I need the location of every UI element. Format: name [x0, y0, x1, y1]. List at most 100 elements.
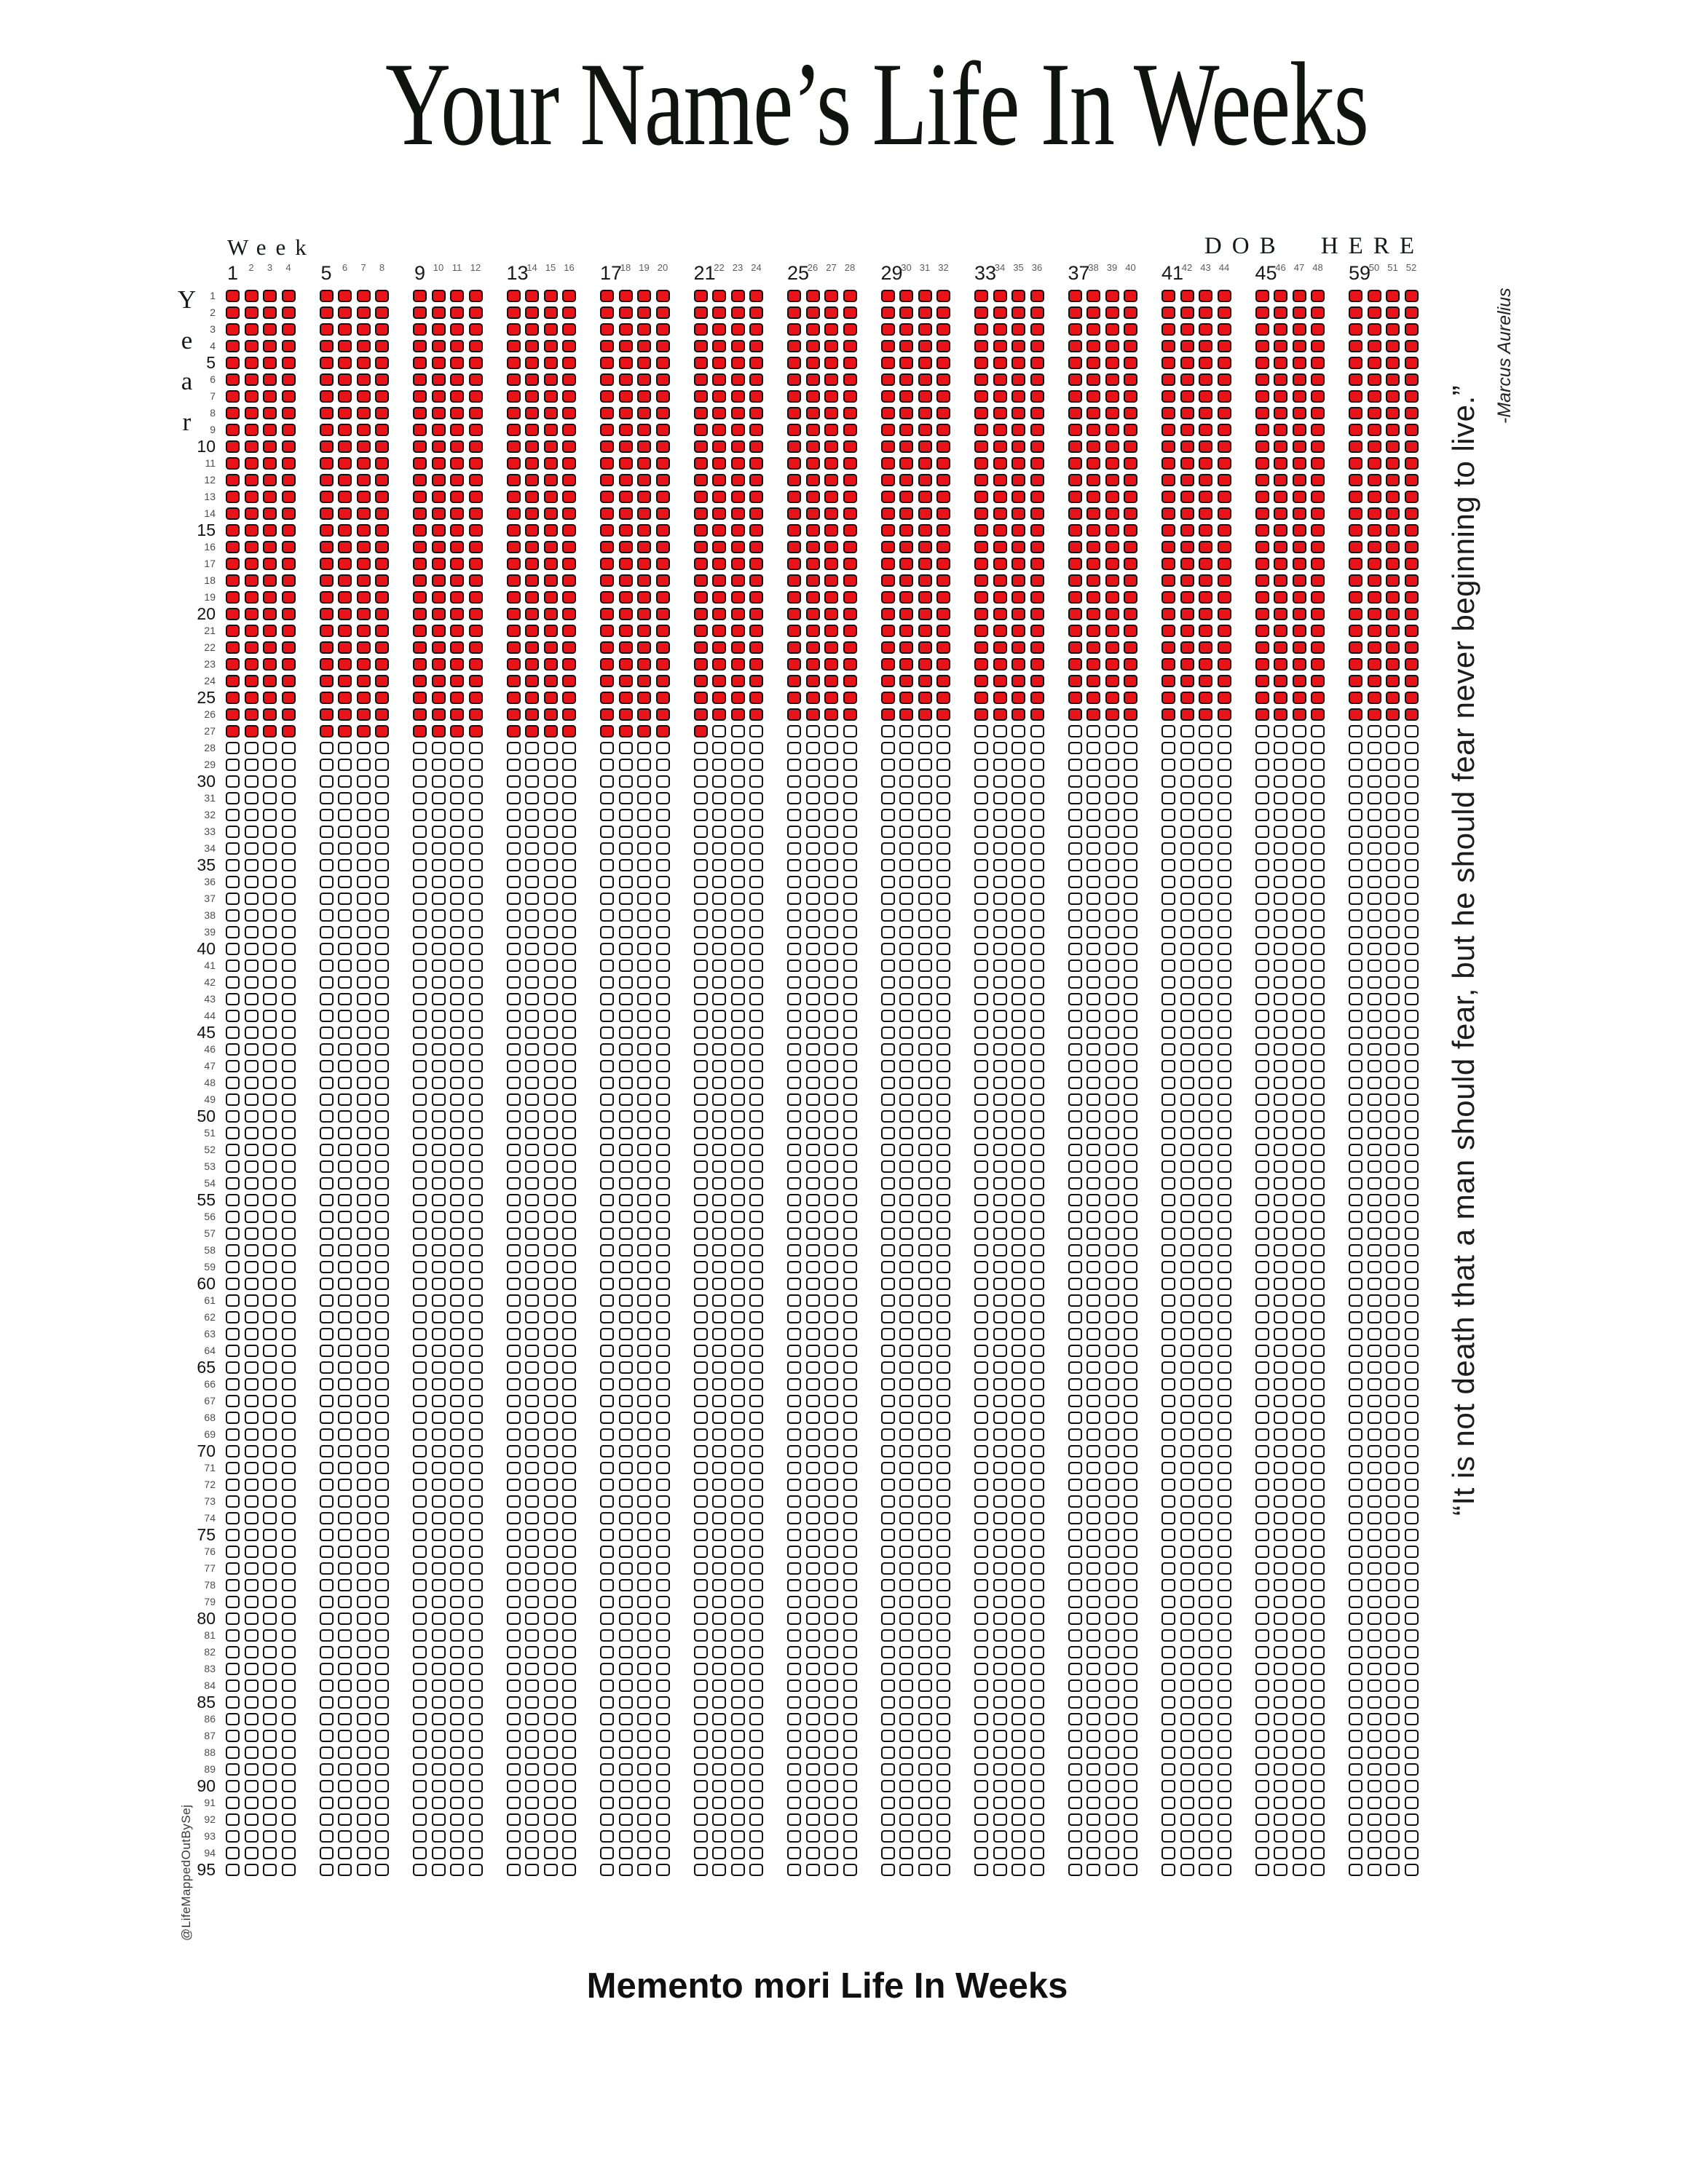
week-cell	[319, 1294, 334, 1307]
week-cell	[319, 708, 334, 721]
week-cell-group	[600, 457, 670, 470]
week-cell	[749, 1211, 763, 1223]
week-cell	[730, 1428, 745, 1441]
week-cell	[637, 725, 651, 737]
week-cell-group	[226, 574, 296, 587]
week-cell	[1124, 1077, 1137, 1089]
week-cell	[1274, 1462, 1287, 1474]
week-cell	[281, 1227, 296, 1240]
week-cell	[600, 775, 614, 788]
week-cell-group	[1068, 1328, 1137, 1340]
week-cell	[600, 558, 614, 570]
week-cell	[974, 759, 988, 771]
week-cell	[974, 290, 988, 302]
week-cell	[1086, 1361, 1100, 1374]
week-cell-group	[1349, 859, 1419, 871]
week-cell	[1274, 692, 1287, 704]
week-cell	[1255, 1428, 1269, 1441]
week-cell	[918, 390, 932, 403]
week-cell	[1030, 960, 1044, 972]
week-cell	[506, 675, 521, 687]
week-cell-group	[600, 809, 670, 821]
week-cell	[431, 1479, 446, 1491]
week-cell	[525, 323, 539, 336]
week-cell-group	[319, 1361, 389, 1374]
week-cell	[1180, 826, 1194, 838]
week-cell	[1386, 608, 1400, 620]
year-label: 73	[204, 1495, 216, 1507]
week-cell	[1162, 658, 1175, 670]
week-cell	[1367, 290, 1381, 302]
year-label: 42	[204, 976, 216, 988]
week-cell-group	[787, 1244, 857, 1257]
year-row: 2	[175, 306, 1419, 319]
week-cell-group	[319, 491, 389, 503]
week-cell	[730, 658, 745, 670]
week-cell	[1199, 1278, 1212, 1290]
week-cell	[413, 373, 427, 386]
week-cell	[450, 1294, 464, 1307]
week-cell-group	[413, 1144, 483, 1156]
week-cell	[338, 1378, 352, 1390]
week-cell	[749, 491, 763, 503]
week-cell-group	[1255, 1395, 1325, 1407]
week-cell	[618, 658, 633, 670]
week-cell	[506, 591, 521, 604]
week-cell	[226, 407, 240, 419]
week-cell	[880, 775, 895, 788]
week-cell	[693, 357, 708, 369]
week-cell	[1404, 440, 1419, 453]
week-cell	[562, 1010, 576, 1022]
week-cell	[1386, 1278, 1400, 1290]
week-cell	[918, 1227, 932, 1240]
week-cell	[693, 960, 708, 972]
week-cell	[824, 591, 838, 604]
week-cell-group	[1162, 708, 1231, 721]
week-cell-group	[413, 1479, 483, 1491]
week-cell	[468, 424, 483, 436]
week-cell	[880, 876, 895, 888]
week-cell-group	[600, 1144, 670, 1156]
week-cell	[413, 1010, 427, 1022]
week-cell	[263, 1060, 277, 1072]
week-cell	[1349, 876, 1362, 888]
week-cell-group	[319, 1211, 389, 1223]
week-cell-group	[787, 641, 857, 654]
week-cell	[1124, 792, 1137, 804]
week-cell-group	[1349, 1077, 1419, 1089]
week-cell	[693, 1177, 708, 1190]
week-cell	[918, 960, 932, 972]
week-cell	[506, 1428, 521, 1441]
week-cell	[281, 1328, 296, 1340]
week-cell	[899, 893, 913, 905]
week-cell	[263, 1495, 277, 1508]
week-cell-group	[880, 1211, 950, 1223]
week-cell	[1030, 1495, 1044, 1508]
year-row: 34	[175, 842, 1419, 855]
week-cell	[1367, 943, 1381, 955]
week-cell	[338, 1395, 352, 1407]
week-cell	[600, 306, 614, 319]
week-cell	[618, 474, 633, 486]
week-cell	[899, 1177, 913, 1190]
week-cell	[562, 1261, 576, 1273]
week-cell	[936, 1294, 950, 1307]
week-cell	[1068, 1227, 1082, 1240]
week-cell	[1217, 625, 1231, 637]
week-cell	[936, 290, 950, 302]
week-cell	[356, 340, 371, 352]
week-cell	[1404, 357, 1419, 369]
week-cell	[1086, 809, 1100, 821]
week-cell	[1162, 826, 1175, 838]
week-cell	[899, 591, 913, 604]
week-cell	[244, 474, 259, 486]
week-cell	[375, 558, 389, 570]
week-cell	[1068, 390, 1082, 403]
week-cell	[1180, 608, 1194, 620]
week-cell-group	[413, 960, 483, 972]
week-cell	[562, 1294, 576, 1307]
week-cell	[1105, 440, 1119, 453]
week-cell	[1367, 960, 1381, 972]
week-cell	[618, 1345, 633, 1357]
